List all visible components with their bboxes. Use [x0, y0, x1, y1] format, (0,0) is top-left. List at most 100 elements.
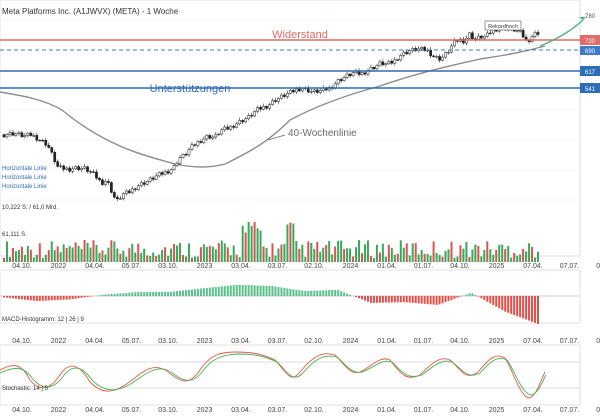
candle-body [295, 88, 298, 93]
macd-bar [408, 296, 411, 303]
axis-badge-label: 720 [585, 39, 596, 45]
chart-title: Meta Platforms Inc. (A1JWVX) (META) - 1 … [2, 7, 179, 16]
volume-bar [298, 248, 301, 262]
candle-body [166, 171, 170, 174]
candle-body [163, 171, 167, 175]
macd-bar [438, 296, 441, 305]
macd-bar [528, 296, 531, 321]
candle-body [214, 134, 218, 138]
volume-bar [161, 249, 164, 262]
candle-body [393, 59, 397, 64]
volume-label: 10,222 S. / 61,0 Mrd. [2, 205, 58, 211]
macd-bar [501, 296, 504, 311]
volume-bar [307, 241, 310, 262]
volume-bar [68, 246, 71, 262]
candle-body [47, 144, 51, 148]
macd-bar [271, 286, 274, 296]
macd-bar [331, 290, 334, 296]
macd-bar [504, 296, 507, 312]
x-tick-label: 01.04. [377, 407, 397, 414]
macd-bar [378, 296, 381, 303]
candle-body [187, 149, 191, 156]
macd-bar [277, 287, 280, 296]
volume-bar [450, 241, 453, 262]
candle-body [145, 181, 149, 185]
x-axis-labels-stoch: 04.10. 2022 04.04. 05.07. 03.10. 2023 03.04. 03… [12, 407, 600, 414]
macd-bar [152, 291, 155, 296]
volume-bar [235, 254, 238, 262]
x-tick-label: 03.04. [231, 263, 251, 270]
macd-bar [289, 288, 292, 296]
macd-bar [358, 296, 361, 299]
candle-body [420, 47, 424, 50]
candle-body [360, 72, 364, 75]
candle-body [110, 182, 113, 193]
macd-bar [349, 294, 352, 296]
volume-bar [101, 250, 104, 262]
x-tick-label: 2024 [343, 338, 359, 345]
legend-item: Horizontale Linie [2, 166, 47, 172]
macd-bar [149, 291, 152, 296]
candle-body [44, 140, 48, 146]
candle-body [136, 185, 140, 190]
candle-body [423, 47, 426, 51]
x-tick-label: 03.07. [268, 407, 288, 414]
volume-bar [507, 245, 510, 262]
macd-bar [241, 284, 244, 296]
macd-bar [483, 296, 486, 300]
stoch-label: Stochastic: 14 | 3 [2, 386, 49, 392]
axis-badge-label: 617 [585, 70, 596, 76]
macd-bar [265, 285, 268, 296]
x-tick-label: 01.07. [414, 407, 434, 414]
volume-bar [98, 252, 101, 262]
x-tick-label: 04.04. [85, 407, 105, 414]
macd-bar [143, 292, 146, 296]
macd-bar [238, 284, 241, 296]
x-tick-label: 03.10. [158, 338, 178, 345]
volume-bar [176, 245, 179, 262]
volume-bar [53, 250, 56, 262]
candle-body [438, 56, 441, 61]
macd-bar [17, 296, 20, 300]
x-tick-label: 04.10. [12, 263, 32, 270]
resistance-label: Widerstand [272, 29, 328, 41]
candle-body [223, 126, 227, 130]
macd-bar [256, 285, 259, 296]
candle-body [2, 134, 6, 138]
volume-bar [119, 253, 122, 262]
macd-bar [474, 294, 477, 296]
macd-bar [343, 292, 346, 296]
volume-bar [259, 230, 262, 262]
macd-label: MACD-Histogramm: 12 | 26 | 9 [2, 317, 84, 323]
volume-bar [447, 249, 450, 262]
volume-bar [244, 232, 247, 262]
macd-bar [205, 287, 208, 296]
candle-body [35, 135, 39, 141]
macd-bar [3, 296, 5, 298]
volume-bar [393, 254, 396, 262]
candle-body [23, 135, 27, 138]
macd-bar [268, 285, 271, 296]
macd-bar [14, 296, 17, 299]
volume-bar [11, 247, 14, 262]
macd-bar [363, 296, 366, 301]
volume-bar [170, 248, 173, 262]
volume-bar [435, 253, 438, 262]
macd-bar [53, 296, 56, 301]
x-tick-label: 04.10. [450, 263, 470, 270]
macd-bar [68, 296, 71, 300]
volume-bar [471, 249, 474, 262]
volume-bar [313, 249, 316, 262]
volume-bar [140, 252, 143, 262]
candle-body [202, 138, 206, 143]
macd-bar [190, 289, 193, 296]
macd-bar [375, 296, 378, 303]
volume-bar [271, 243, 274, 262]
candle-body [127, 190, 131, 194]
macd-bar [471, 293, 474, 296]
candle-body [20, 132, 24, 138]
volume-bar [253, 222, 256, 262]
candle-body [139, 182, 143, 187]
macd-bar [414, 296, 417, 304]
candle-body [339, 79, 343, 82]
